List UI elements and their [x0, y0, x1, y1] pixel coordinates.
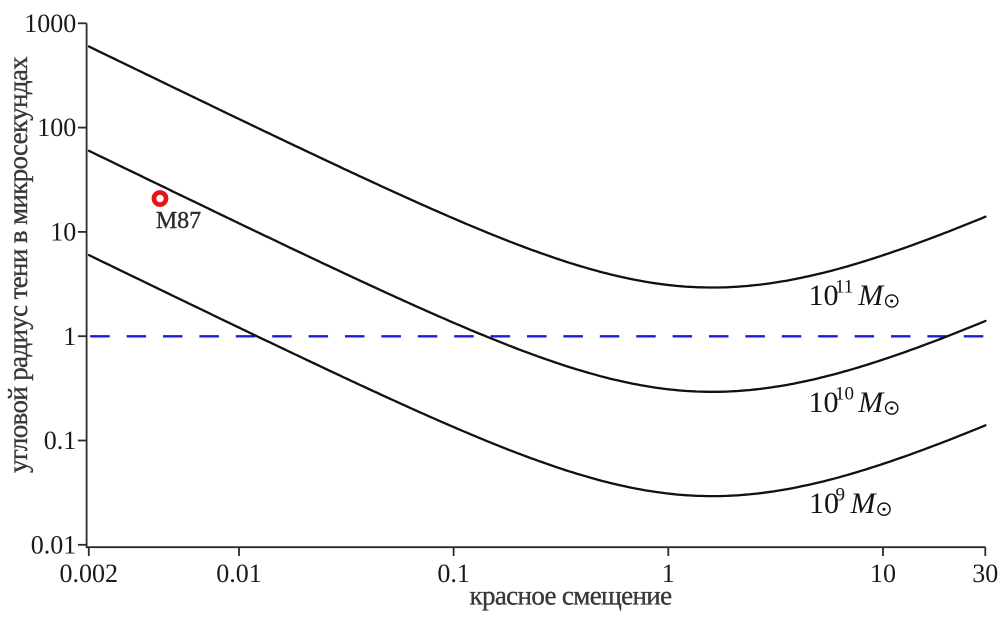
svg-text:0.01: 0.01 — [216, 559, 262, 588]
svg-text:0.01: 0.01 — [31, 530, 77, 559]
svg-text:0.1: 0.1 — [437, 559, 470, 588]
svg-text:100: 100 — [37, 113, 76, 142]
svg-text:M87: M87 — [156, 208, 201, 234]
svg-text:10: 10 — [809, 386, 839, 419]
svg-text:M: M — [850, 487, 878, 520]
svg-text:10: 10 — [50, 218, 76, 247]
svg-text:0.1: 0.1 — [44, 426, 77, 455]
svg-text:1: 1 — [63, 322, 76, 351]
svg-text:10: 10 — [870, 559, 896, 588]
svg-text:30: 30 — [972, 559, 998, 588]
svg-text:9: 9 — [836, 485, 846, 506]
svg-text:1: 1 — [662, 559, 675, 588]
svg-text:1000: 1000 — [24, 9, 76, 38]
svg-text:красное смещение: красное смещение — [470, 581, 673, 611]
svg-text:M: M — [857, 279, 885, 312]
svg-text:11: 11 — [835, 276, 853, 297]
svg-text:10: 10 — [835, 384, 854, 405]
svg-text:10: 10 — [809, 279, 839, 312]
svg-text:0.002: 0.002 — [60, 559, 119, 588]
svg-text:угловой радиус тени в микросек: угловой радиус тени в микросекундах — [3, 56, 33, 473]
svg-text:10: 10 — [809, 487, 839, 520]
svg-text:M: M — [857, 386, 885, 419]
